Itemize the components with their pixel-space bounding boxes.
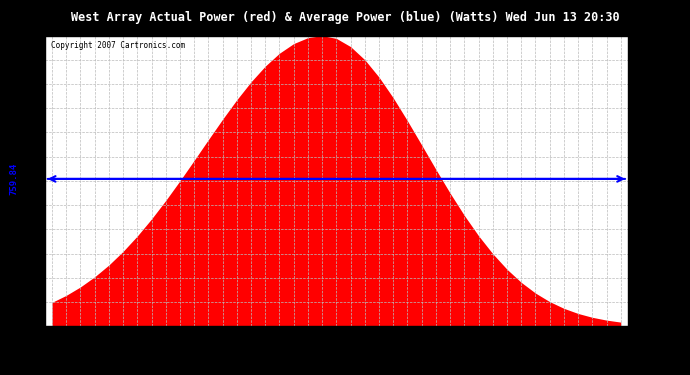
Text: 759.84: 759.84 [9, 163, 19, 195]
Text: Copyright 2007 Cartronics.com: Copyright 2007 Cartronics.com [50, 42, 185, 51]
Text: West Array Actual Power (red) & Average Power (blue) (Watts) Wed Jun 13 20:30: West Array Actual Power (red) & Average … [70, 11, 620, 24]
